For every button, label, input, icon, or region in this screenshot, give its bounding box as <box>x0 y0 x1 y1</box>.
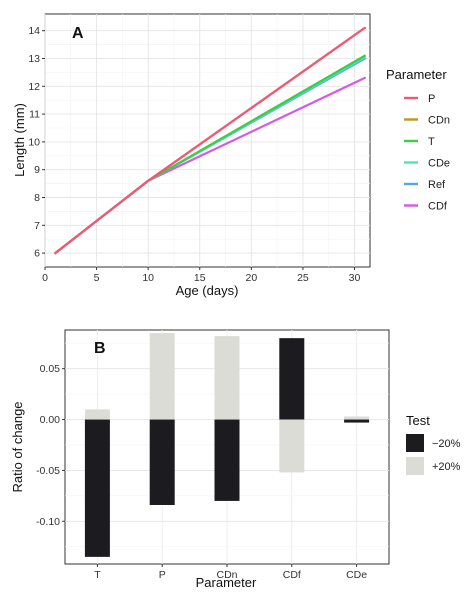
x-axis-title-a: Age (days) <box>176 283 239 298</box>
y-tick-label-a: 8 <box>34 192 40 204</box>
line-chart-panel-a: 0 5 10 15 20 25 30 6 7 8 9 10 11 12 13 14 A Age (days)… <box>12 13 450 298</box>
legend-label-ref: Ref <box>428 179 446 191</box>
x-tick-label-a: 0 <box>42 272 48 284</box>
y-tick-label-a: 12 <box>28 81 40 93</box>
series-lines-a <box>54 26 366 255</box>
bar-t-series-0 <box>84 419 110 557</box>
y-tick-label-a: 9 <box>34 164 40 176</box>
x-tick-label-b: CDn <box>216 569 237 581</box>
x-tick-label-a: 25 <box>297 272 309 284</box>
gridlines-a <box>44 14 370 267</box>
y-tick-label-b: -0.05 <box>36 465 60 477</box>
y-ticks-b: 0.05 0.00 -0.05 -0.10 <box>36 363 65 528</box>
legend-title-a: Parameter <box>386 67 447 82</box>
panel-label-a: A <box>72 25 84 42</box>
panel-label-b: B <box>94 340 106 357</box>
x-tick-label-b: CDe <box>346 569 367 581</box>
bar-p-series-0 <box>149 419 175 505</box>
bar-cdn-series-0 <box>214 419 240 501</box>
x-tick-label-b: CDf <box>283 569 301 581</box>
legend-title-b: Test <box>406 413 430 428</box>
legend-label-p: P <box>428 93 435 105</box>
legend-label-b-1: +20% <box>432 461 461 473</box>
legend-label-t: T <box>428 136 435 148</box>
series-line-p <box>54 26 366 255</box>
x-tick-label-a: 30 <box>349 272 361 284</box>
y-axis-title-a: Length (mm) <box>12 103 27 177</box>
bar-p-series-1 <box>149 333 175 420</box>
x-ticks-b: T P CDn CDf CDe <box>94 564 367 581</box>
bar-cdf-series-0 <box>279 338 305 420</box>
bar-cdf-series-1 <box>279 419 305 473</box>
bar-t-series-1 <box>84 409 110 420</box>
bar-cdn-series-1 <box>214 336 240 420</box>
y-tick-label-b: 0.05 <box>40 363 61 375</box>
x-tick-label-a: 10 <box>142 272 154 284</box>
bars-b <box>84 333 370 557</box>
legend-label-b-0: −20% <box>432 438 461 450</box>
legend-a: Parameter P CDn T CDe Ref CDf <box>386 67 450 213</box>
x-tick-label-a: 5 <box>94 272 100 284</box>
y-ticks-a: 6 7 8 9 10 11 12 13 14 <box>28 25 45 260</box>
legend-b: Test −20% +20% <box>406 413 461 475</box>
y-tick-label-a: 7 <box>34 220 40 232</box>
bar-cde-series-0 <box>344 419 370 423</box>
y-tick-label-a: 10 <box>28 136 40 148</box>
y-tick-label-a: 6 <box>34 248 40 260</box>
x-tick-label-a: 20 <box>246 272 258 284</box>
plot-background-a <box>44 13 371 268</box>
x-axis-title-b: Parameter <box>196 575 257 590</box>
legend-key-b-1 <box>406 457 424 475</box>
y-tick-label-a: 13 <box>28 53 40 65</box>
y-axis-title-b: Ratio of change <box>10 401 25 492</box>
x-ticks-a: 0 5 10 15 20 25 30 <box>42 267 361 284</box>
y-tick-label-a: 14 <box>28 25 40 37</box>
legend-key-b-0 <box>406 434 424 452</box>
y-tick-label-b: 0.00 <box>40 414 61 426</box>
y-tick-label-a: 11 <box>29 109 40 121</box>
legend-label-cdn: CDn <box>428 115 450 127</box>
legend-label-cdf: CDf <box>428 201 448 213</box>
y-tick-label-b: -0.10 <box>36 516 60 528</box>
bar-cde-series-1 <box>344 416 370 420</box>
x-tick-label-b: P <box>159 569 166 581</box>
bar-chart-panel-b: T P CDn CDf CDe 0.05 0.00 -0.05 -0.10 B Paramet… <box>10 329 461 590</box>
legend-label-cde: CDe <box>428 158 450 170</box>
x-tick-label-a: 15 <box>194 272 206 284</box>
x-tick-label-b: T <box>94 569 101 581</box>
